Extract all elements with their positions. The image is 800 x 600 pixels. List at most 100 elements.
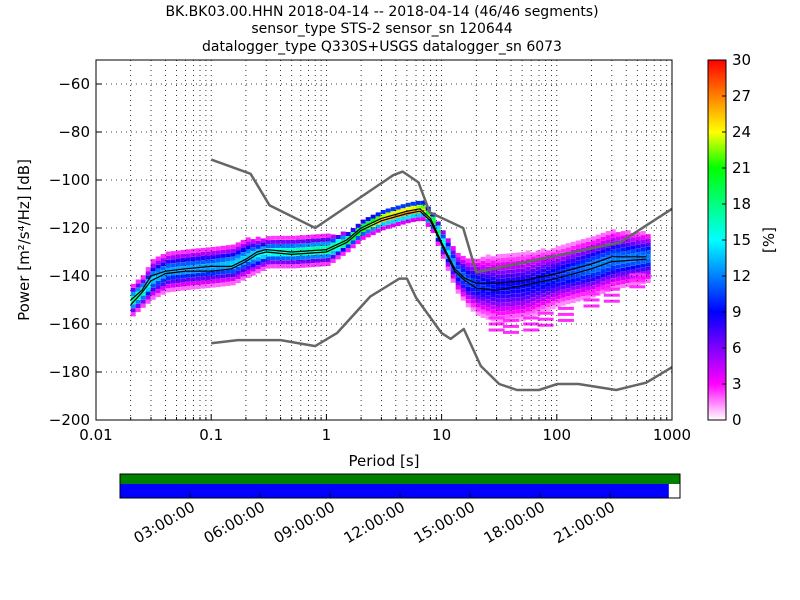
density-cell xyxy=(575,269,581,273)
density-cell xyxy=(490,256,496,261)
density-cell xyxy=(400,220,406,225)
density-cell xyxy=(190,265,196,270)
density-cell xyxy=(260,258,266,263)
density-cell xyxy=(150,279,156,284)
density-cell xyxy=(245,261,251,266)
density-cell xyxy=(235,254,241,259)
density-cell xyxy=(595,267,601,272)
density-cell xyxy=(290,244,296,248)
density-cell xyxy=(485,307,491,312)
density-cell xyxy=(455,277,461,282)
density-cell xyxy=(490,289,496,293)
density-cell xyxy=(630,282,636,287)
density-cell xyxy=(230,244,236,249)
density-cell xyxy=(485,270,491,275)
density-cell xyxy=(130,283,136,288)
density-cell xyxy=(445,258,451,263)
density-cell xyxy=(490,305,496,310)
density-cell xyxy=(620,267,626,272)
density-cell xyxy=(610,282,616,287)
density-cell xyxy=(570,290,576,295)
density-cell xyxy=(325,253,331,258)
density-cell xyxy=(435,225,441,230)
density-cell xyxy=(500,302,506,307)
density-cell xyxy=(230,281,236,286)
density-cell xyxy=(540,276,546,281)
density-cell xyxy=(225,273,231,278)
density-cell xyxy=(435,241,441,246)
density-cell xyxy=(595,250,601,255)
outlier-cell xyxy=(503,330,519,334)
density-cell xyxy=(195,260,201,265)
y-tick-label: −80 xyxy=(58,123,90,141)
density-cell xyxy=(495,262,501,267)
gridlines xyxy=(95,60,672,421)
density-cell xyxy=(625,238,631,243)
density-cell xyxy=(465,258,471,263)
density-cell xyxy=(585,294,591,299)
density-cell xyxy=(215,270,221,275)
density-cell xyxy=(515,313,521,318)
density-cell xyxy=(510,297,516,302)
density-cell xyxy=(190,281,196,286)
density-cell xyxy=(145,295,151,300)
density-cell xyxy=(590,248,596,253)
colorbar-tick-label: 9 xyxy=(732,303,742,321)
density-cell xyxy=(630,237,636,242)
density-cell xyxy=(525,303,531,308)
density-cell xyxy=(260,246,266,251)
density-cell xyxy=(565,279,571,284)
density-cell xyxy=(460,259,466,264)
density-cell xyxy=(635,248,641,253)
density-cell xyxy=(605,263,611,268)
density-cell xyxy=(495,282,501,287)
density-cell xyxy=(480,297,486,302)
density-cell xyxy=(455,253,461,257)
density-cell xyxy=(480,293,486,298)
density-cell xyxy=(225,261,231,266)
density-cell xyxy=(610,261,616,266)
density-cell xyxy=(550,289,556,293)
density-cell xyxy=(465,299,471,304)
density-cell xyxy=(595,275,601,280)
density-cell xyxy=(590,244,596,249)
density-cell xyxy=(390,207,396,212)
density-cell xyxy=(515,256,521,261)
density-cell xyxy=(395,217,401,222)
density-cell xyxy=(550,280,556,285)
density-cell xyxy=(355,240,361,245)
timeline-tick-label: 18:00:00 xyxy=(481,498,548,547)
density-cell xyxy=(130,308,136,313)
density-cell xyxy=(205,284,211,289)
density-cell xyxy=(625,275,631,279)
density-cell xyxy=(270,260,276,265)
density-cell xyxy=(550,264,556,269)
density-cell xyxy=(645,242,651,247)
density-cell xyxy=(245,237,251,242)
density-cell xyxy=(135,299,141,304)
density-cell xyxy=(615,260,621,265)
density-cell xyxy=(610,229,616,234)
density-cell xyxy=(210,246,216,251)
density-cell xyxy=(215,274,221,279)
density-cell xyxy=(275,239,281,244)
density-cell xyxy=(245,253,251,258)
density-cell xyxy=(475,295,481,300)
density-cell xyxy=(465,282,471,287)
density-cell xyxy=(250,263,256,268)
mean-psd-line xyxy=(130,210,647,306)
density-cell xyxy=(505,314,511,319)
density-cell xyxy=(640,251,646,256)
density-cell xyxy=(185,273,191,278)
density-cell xyxy=(540,297,546,302)
density-cell xyxy=(475,303,481,308)
density-cell xyxy=(535,278,541,283)
density-cell xyxy=(525,299,531,304)
density-cell xyxy=(140,295,146,300)
colorbar-ticks: 0 3 6 9 12 15 18 21 24 27 30 xyxy=(722,51,751,429)
density-cell xyxy=(160,286,166,291)
density-cell xyxy=(265,260,271,265)
density-cell xyxy=(565,296,571,301)
density-cell xyxy=(155,289,161,294)
density-cell xyxy=(600,236,606,241)
